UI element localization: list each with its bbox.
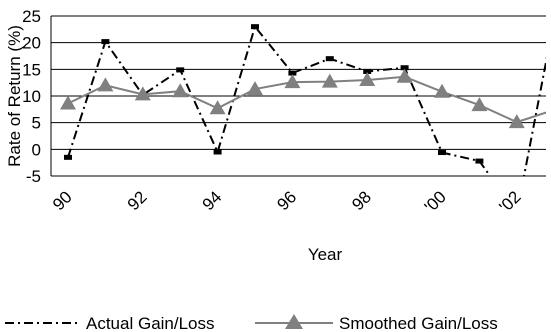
point-actual [363,68,372,74]
x-tick-label: '02 [496,187,525,216]
point-smoothed [172,83,189,98]
x-tick-label: 94 [199,187,226,214]
x-tick-label: 98 [348,187,375,214]
gridlines [50,15,546,177]
point-actual [213,149,222,155]
point-smoothed [247,81,263,96]
legend-label-smoothed: Smoothed Gain/Loss [339,314,498,332]
x-tick-label: '00 [421,187,450,216]
point-smoothed [396,68,413,83]
y-tick-label: 20 [22,34,41,53]
plot-area [60,24,551,216]
point-smoothed [284,74,301,89]
point-actual [176,67,185,73]
y-tick-label: 10 [22,87,41,106]
point-smoothed [359,72,376,86]
point-actual [288,70,297,76]
series-line-actual [67,24,546,176]
point-smoothed [321,73,338,88]
x-tick-label: 90 [49,187,76,214]
y-tick-label: 0 [32,140,41,159]
legend-label-actual: Actual Gain/Loss [86,314,215,332]
y-tick-label: 25 [22,7,41,26]
x-tick-label: 96 [273,187,300,214]
y-tick-label: 15 [22,60,41,79]
point-actual [251,24,259,30]
point-actual [513,211,521,216]
y-tick-label: -5 [26,167,41,186]
legend-marker-smoothed [285,314,303,329]
x-axis-label: Year [308,245,343,264]
point-actual [101,39,110,45]
point-actual [475,158,484,164]
point-actual [400,65,409,71]
legend: Actual Gain/Loss Smoothed Gain/Loss [5,314,498,332]
point-actual [64,154,72,160]
point-smoothed [97,77,114,92]
point-smoothed [134,86,151,101]
y-tick-label: 5 [32,114,41,133]
point-smoothed [471,97,488,112]
point-smoothed [434,83,450,98]
point-actual [325,56,334,62]
point-smoothed [60,95,76,110]
point-smoothed [508,114,525,129]
y-axis-label: Rate of Return (%) [5,25,24,167]
x-tick-label: 92 [124,187,151,214]
point-smoothed [546,102,551,116]
point-smoothed [209,100,226,115]
y-tick-labels: -5 0 5 10 15 20 25 [22,7,41,186]
point-actual [438,150,446,156]
